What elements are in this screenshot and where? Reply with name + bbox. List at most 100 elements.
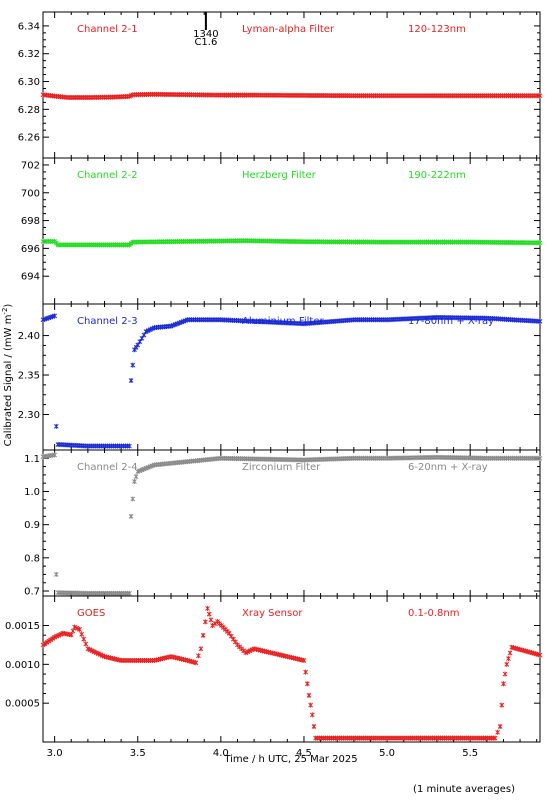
data-point [74, 625, 80, 631]
y-tick-label: 2.35 [18, 371, 40, 382]
data-point [504, 661, 510, 667]
data-point [492, 735, 498, 741]
y-tick-label: 1.0 [24, 487, 40, 498]
data-point [128, 378, 134, 384]
filter-label: Aluminium Filter [242, 316, 325, 327]
data-point [52, 313, 57, 319]
x-tick-label: 5.5 [462, 748, 478, 759]
channel-label: Channel 2-2 [77, 170, 138, 181]
data-point [495, 729, 500, 735]
channel-label: Channel 2-4 [77, 462, 138, 473]
data-point [130, 362, 136, 368]
data-point [502, 671, 508, 677]
data-point [133, 474, 139, 480]
y-tick-label: 0.0010 [5, 660, 40, 671]
panels-group: 6.26 6.28 6.30 6.32 6.34 Channel 2-1 Lyman-alp… [5, 11, 543, 759]
data-point [208, 617, 214, 623]
band-label: 190-222nm [408, 170, 466, 181]
data-point [193, 660, 199, 666]
y-tick-label: 6.34 [18, 21, 40, 32]
data-point [83, 641, 89, 647]
data-point [72, 624, 77, 630]
data-point [206, 611, 212, 617]
panel-2: 694 696 698 700 702 Channel 2-2 Herzberg Filte… [21, 157, 543, 305]
y-tick-label: 6.26 [18, 133, 40, 144]
y-tick-label: 6.28 [18, 105, 40, 116]
filter-label: Lyman-alpha Filter [242, 24, 335, 35]
data-point [537, 318, 543, 324]
data-point [79, 631, 84, 637]
band-label: 17-80nm + X-ray [408, 316, 494, 327]
y-tick-label: 700 [21, 188, 40, 199]
band-label: 6-20nm + X-ray [408, 462, 488, 473]
panel-4: 0.7 0.8 0.9 1.0 1.1 Channel 2-4 Zirconium Filt… [24, 449, 543, 598]
y-tick-label: 0.0005 [5, 699, 40, 710]
data-point [497, 723, 503, 729]
data-point [210, 623, 215, 629]
y-tick-label: 1.1 [24, 454, 40, 465]
data-point [311, 723, 317, 729]
x-tick-label: 4.0 [213, 748, 229, 759]
data-point [230, 636, 236, 642]
x-axis-label: Time / h UTC, 25 Mar 2025 [223, 754, 357, 765]
channel-label: GOES [77, 608, 105, 619]
data-point [306, 692, 312, 698]
y-tick-label: 2.40 [18, 331, 40, 342]
data-point [303, 669, 308, 675]
data-point [198, 646, 204, 652]
y-tick-label: 2.30 [18, 410, 40, 421]
y-tick-label: 696 [21, 244, 40, 255]
data-point [537, 455, 543, 461]
data-point [506, 656, 511, 662]
x-tick-label: 5.0 [379, 748, 395, 759]
data-point [233, 639, 238, 645]
y-axis-label-main: Calibrated Signal / (mW m [3, 315, 14, 447]
band-label: 120-123nm [408, 24, 466, 35]
filter-label: Zirconium Filter [242, 462, 321, 473]
y-tick-label: 0.0015 [5, 621, 40, 632]
filter-label: Xray Sensor [242, 608, 303, 619]
data-point [507, 650, 513, 656]
y-axis-label-close: ) [3, 304, 14, 308]
data-point [501, 681, 506, 687]
panel-1: 6.26 6.28 6.30 6.32 6.34 Channel 2-1 Lyman-alp… [18, 11, 543, 159]
data-point [212, 621, 218, 627]
y-tick-label: 698 [21, 216, 40, 227]
data-point [130, 496, 136, 502]
y-tick-label: 0.7 [24, 587, 40, 598]
data-point [308, 702, 313, 708]
panel-5: 0.0005 0.0010 0.0015 GOES Xray Sensor 0.1-0.8… [5, 595, 543, 743]
x-tick-label: 3.0 [47, 748, 63, 759]
y-tick-label: 694 [21, 272, 40, 283]
x-tick-label: 3.5 [130, 748, 146, 759]
data-point [52, 452, 57, 458]
data-point [53, 571, 59, 577]
data-point [53, 423, 59, 429]
data-point [537, 240, 543, 246]
y-tick-label: 702 [21, 160, 40, 171]
data-point [77, 626, 82, 632]
band-label: 0.1-0.8nm [408, 608, 460, 619]
filter-label: Herzberg Filter [242, 170, 317, 181]
data-point [226, 630, 232, 636]
data-point [309, 712, 315, 718]
y-axis-label: Calibrated Signal / (mW m-2) [1, 304, 14, 447]
panel-frame [42, 595, 541, 743]
data-point [301, 657, 307, 663]
y-tick-label: 6.30 [18, 77, 40, 88]
data-point [202, 619, 208, 625]
data-point [81, 636, 87, 642]
data-point [127, 443, 132, 449]
y-tick-label: 0.8 [24, 553, 40, 564]
flare-class-label: C1.6 [194, 37, 217, 48]
y-tick-label: 0.9 [24, 520, 40, 531]
data-point [127, 590, 132, 596]
data-point [304, 681, 310, 687]
channel-label: Channel 2-3 [77, 316, 138, 327]
flare-time-label: 1340 [193, 29, 218, 40]
data-point [200, 632, 206, 638]
y-axis-label-superscript: -2 [1, 308, 9, 315]
channel-label: Channel 2-1 [77, 24, 138, 35]
data-point [537, 652, 543, 658]
